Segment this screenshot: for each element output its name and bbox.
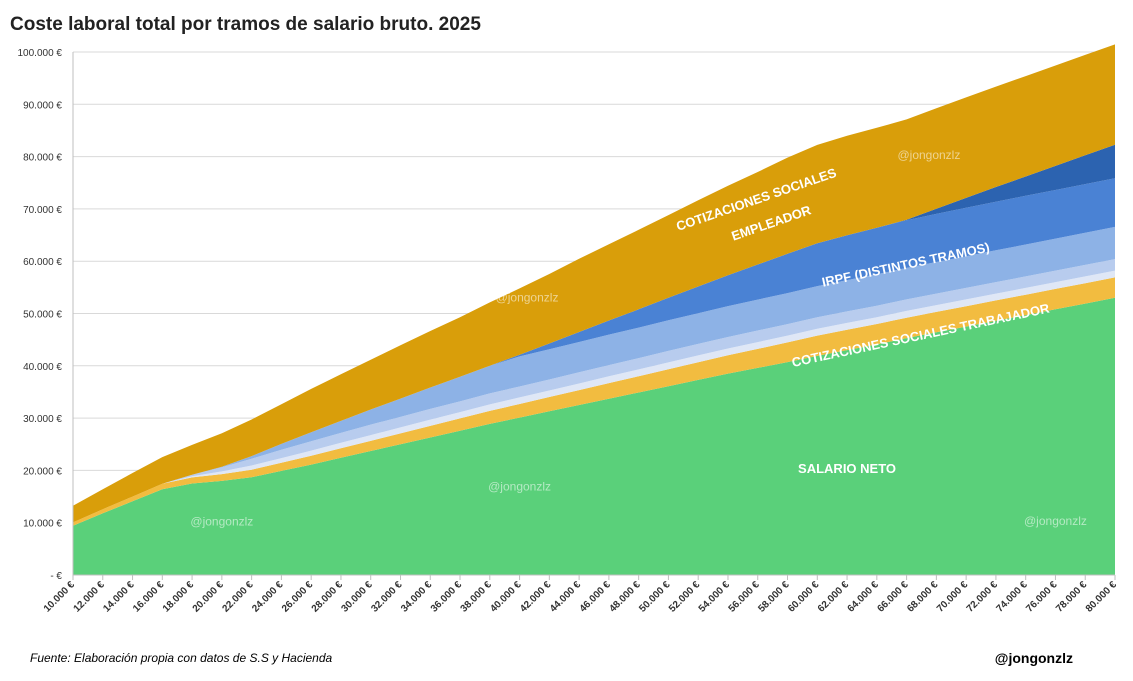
x-tick-label: 32.000 € (369, 579, 405, 615)
watermarks: @jongonzlz @jongonzlz @jongonzlz @jongonzlz… (190, 148, 1086, 528)
y-tick-label: 80.000 € (23, 153, 62, 164)
x-tick-label: 56.000 € (727, 579, 763, 615)
source-note: Fuente: Elaboración propia con datos de … (30, 651, 333, 665)
area-cotizaciones-sociales-empleador (73, 44, 1115, 523)
watermark-text: @jongonzlz (190, 514, 253, 528)
x-tick-label: 76.000 € (1024, 579, 1060, 615)
area-irpf-4 (73, 178, 1115, 523)
x-tick-label: 44.000 € (548, 579, 584, 615)
x-tick-label: 70.000 € (935, 579, 971, 615)
x-tick-label: 40.000 € (488, 579, 524, 615)
chart-title: Coste laboral total por tramos de salari… (10, 14, 481, 35)
x-tick-label: 18.000 € (161, 579, 197, 615)
watermark-text: @jongonzlz (488, 479, 551, 493)
x-tick-label: 80.000 € (1084, 579, 1120, 615)
x-tick-label: 48.000 € (607, 579, 643, 615)
y-tick-label: - € (50, 571, 62, 582)
x-tick-label: 52.000 € (667, 579, 703, 615)
area-cotizaciones-sociales-trabajador (73, 277, 1115, 526)
x-tick-label: 64.000 € (846, 579, 882, 615)
x-tick-label: 16.000 € (131, 579, 167, 615)
x-tick-label: 24.000 € (250, 579, 286, 615)
x-tick-label: 34.000 € (399, 579, 435, 615)
area-label: SALARIO NETO (798, 461, 896, 476)
author-handle: @jongonzlz (994, 650, 1073, 666)
area-irpf-3 (73, 226, 1115, 523)
x-tick-label: 36.000 € (429, 579, 465, 615)
x-tick-label: 42.000 € (518, 579, 554, 615)
x-tick-label: 78.000 € (1054, 579, 1090, 615)
x-tick-label: 54.000 € (697, 579, 733, 615)
y-tick-label: 90.000 € (23, 100, 62, 111)
y-tick-label: 20.000 € (23, 466, 62, 477)
x-tick-label: 50.000 € (637, 579, 673, 615)
x-tick-label: 30.000 € (340, 579, 376, 615)
watermark-text: @jongonzlz (897, 148, 960, 162)
area-irpf-5 (73, 144, 1115, 523)
x-tick-label: 46.000 € (578, 579, 614, 615)
x-tick-label: 72.000 € (965, 579, 1001, 615)
x-tick-label: 10.000 € (42, 579, 78, 615)
y-tick-label: 10.000 € (23, 519, 62, 530)
y-tick-label: 100.000 € (18, 48, 63, 59)
x-tick-label: 58.000 € (756, 579, 792, 615)
x-tick-label: 60.000 € (786, 579, 822, 615)
x-tick-label: 74.000 € (994, 579, 1030, 615)
area-salario-neto (73, 297, 1115, 575)
y-tick-label: 60.000 € (23, 257, 62, 268)
y-tick-label: 70.000 € (23, 205, 62, 216)
y-tick-label: 40.000 € (23, 362, 62, 373)
x-tick-label: 12.000 € (72, 579, 108, 615)
x-tick-label: 22.000 € (220, 579, 256, 615)
y-tick-label: 50.000 € (23, 310, 62, 321)
watermark-text: @jongonzlz (1024, 514, 1087, 528)
watermark-text: @jongonzlz (496, 290, 559, 304)
area-irpf-2 (73, 259, 1115, 523)
y-tick-label: 30.000 € (23, 414, 62, 425)
x-tick-label: 62.000 € (816, 579, 852, 615)
x-tick-label: 38.000 € (459, 579, 495, 615)
x-tick-label: 28.000 € (310, 579, 346, 615)
x-tick-label: 26.000 € (280, 579, 316, 615)
x-tick-label: 20.000 € (191, 579, 227, 615)
area-irpf-1 (73, 270, 1115, 523)
area-series (73, 44, 1115, 575)
x-tick-label: 14.000 € (101, 579, 137, 615)
x-tick-label: 68.000 € (905, 579, 941, 615)
x-tick-label: 66.000 € (875, 579, 911, 615)
